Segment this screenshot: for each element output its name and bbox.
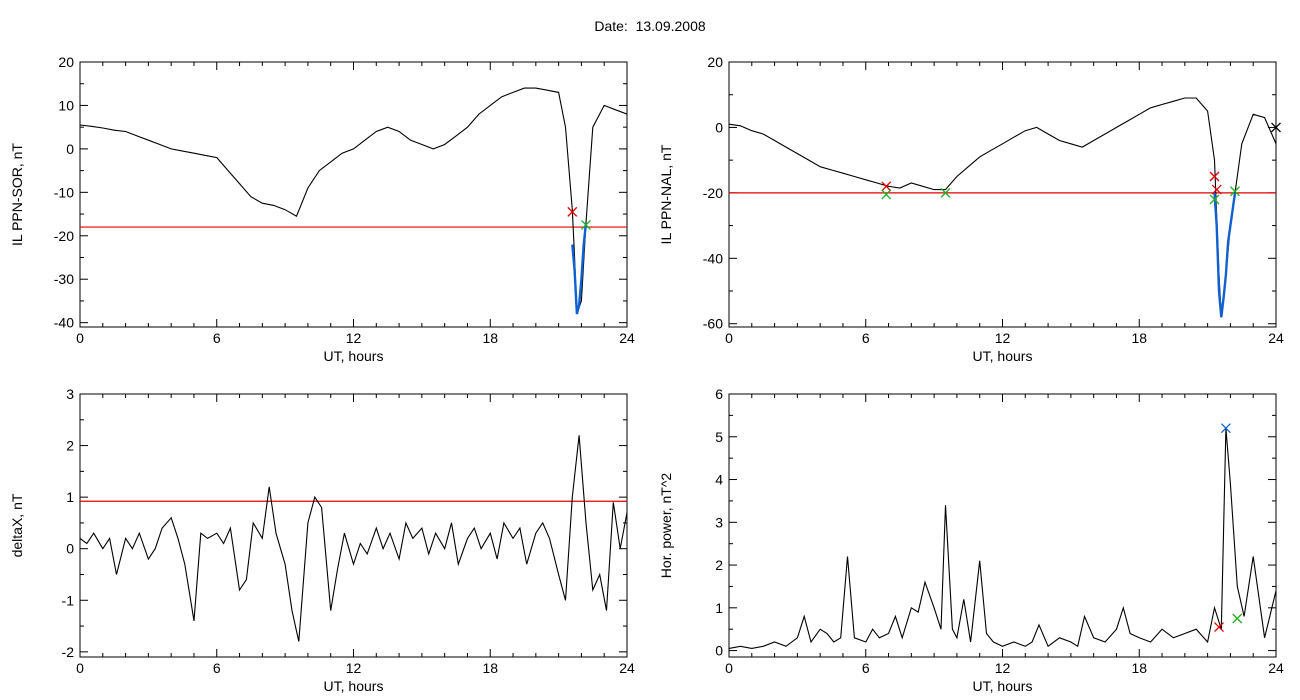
y-tick-label: -20 [703,185,723,201]
x-tick-label: 12 [995,330,1011,346]
figure-title: Date: 13.09.2008 [0,18,1300,34]
x-tick-label: 18 [1131,660,1147,676]
plot-frame [728,393,1277,658]
y-tick-label: 2 [66,438,74,454]
event-segment-line [571,222,588,315]
y-tick-label: 0 [715,119,723,135]
series-line [729,97,1276,318]
y-tick-label: 2 [715,557,723,573]
x-tick-label: 24 [1268,660,1284,676]
marker-blue [1220,423,1231,434]
y-tick-label: 20 [58,54,74,70]
date-value: 13.09.2008 [635,18,706,34]
marker-red [1209,171,1220,182]
y-tick-label: -40 [54,315,74,331]
x-tick-label: 18 [482,660,498,676]
marker-green [1232,613,1243,624]
x-axis-label: UT, hours [973,678,1033,694]
x-tick-label: 6 [862,660,870,676]
marker-green [581,219,591,230]
x-tick-label: 0 [725,330,733,346]
x-axis-label: UT, hours [324,678,384,694]
marker-red [881,181,892,192]
plot-area [80,435,627,642]
x-axis-label: UT, hours [324,348,384,364]
event-segment-line [1213,192,1237,318]
y-tick-label: -20 [54,228,74,244]
plot-frame [79,393,628,658]
marker-black [1271,122,1281,133]
marker-red [1211,184,1222,195]
y-axis-label: IL PPN-SOR, nT [9,143,25,246]
marker-green [1209,194,1220,205]
chart-panel-2: 0 6 12 18 24 -60 -40 -20 0 20 UT, hours IL PPN-NAL,… [658,54,1284,364]
x-tick-label: 0 [76,660,84,676]
y-tick-label: 5 [715,429,723,445]
x-tick-label: 6 [213,660,221,676]
y-tick-label: -30 [54,271,74,287]
x-tick-label: 12 [346,330,362,346]
y-axis-label: Hor. power, nT^2 [658,473,674,579]
y-tick-label: 3 [715,514,723,530]
y-tick-label: -60 [703,316,723,332]
y-tick-label: 0 [66,141,74,157]
plot-frame [728,61,1277,328]
y-tick-label: -10 [54,184,74,200]
x-tick-label: 6 [862,330,870,346]
marker-red [1214,622,1224,633]
marker-green [1230,186,1240,197]
y-tick-label: 20 [707,54,723,70]
x-tick-label: 6 [213,330,221,346]
x-tick-label: 12 [346,660,362,676]
y-axis-label: deltaX, nT [9,493,25,557]
plot-area [80,87,627,315]
y-tick-label: 0 [715,643,723,659]
marker-green [940,187,951,198]
marker-green [881,189,892,200]
x-tick-label: 18 [482,330,498,346]
y-tick-label: 3 [66,386,74,402]
y-tick-label: 4 [715,472,723,488]
series-line [729,428,1276,649]
plot-frame [79,61,628,328]
x-tick-label: 0 [76,330,84,346]
y-axis-label: IL PPN-NAL, nT [658,144,674,244]
y-tick-label: -40 [703,250,723,266]
x-tick-label: 24 [619,660,635,676]
series-line [80,87,627,315]
x-tick-label: 12 [995,660,1011,676]
y-tick-label: 1 [66,489,74,505]
x-axis-label: UT, hours [973,348,1033,364]
y-tick-label: -1 [62,592,75,608]
date-label: Date: [594,18,628,34]
series-line [80,435,627,642]
x-tick-label: 24 [619,330,635,346]
y-tick-label: 6 [715,386,723,402]
x-tick-label: 24 [1268,330,1284,346]
plot-area [729,97,1276,318]
y-tick-label: 10 [58,97,74,113]
y-tick-label: 0 [66,541,74,557]
marker-red [567,206,578,217]
x-tick-label: 18 [1131,330,1147,346]
y-tick-label: 1 [715,600,723,616]
plot-area [729,428,1276,649]
chart-panel-1: 0 6 12 18 24 -40 -30 -20 -10 0 10 20 UT, hours IL PPN… [9,54,635,364]
x-tick-label: 0 [725,660,733,676]
y-tick-label: -2 [62,644,75,660]
